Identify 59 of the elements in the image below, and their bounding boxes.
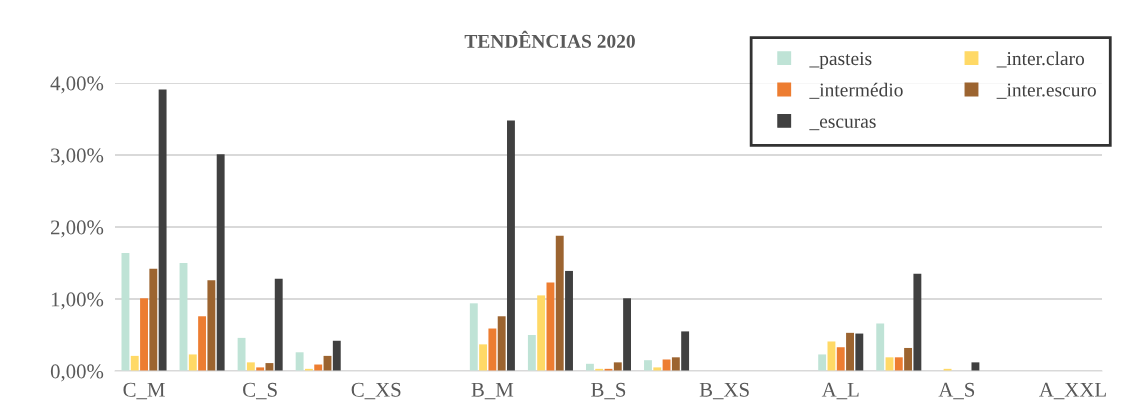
- x-tick-label: C_S: [243, 382, 277, 400]
- y-tick-label: 4,00%: [50, 76, 104, 94]
- bar: [237, 337, 246, 371]
- x-tick-label: A_S: [938, 382, 975, 400]
- y-tick-label: 1,00%: [51, 292, 104, 310]
- legend-label: _intermédio: [809, 82, 903, 99]
- x-tick-label: C_M: [123, 382, 165, 400]
- bar: [644, 360, 652, 371]
- legend-label: _pasteis: [809, 52, 872, 70]
- bar: [198, 316, 207, 371]
- bar: [836, 347, 845, 371]
- bar: [827, 341, 836, 371]
- x-tick-label: B_M: [471, 382, 514, 400]
- x-tick-label: C_XS: [351, 382, 401, 400]
- bar: [623, 298, 632, 371]
- bar: [158, 89, 167, 371]
- bar: [527, 335, 536, 371]
- bar: [216, 154, 225, 371]
- chart-title: TENDÊNCIAS 2020: [464, 30, 635, 48]
- bar: [546, 282, 555, 371]
- bar: [971, 362, 980, 371]
- bar: [681, 331, 690, 371]
- bar: [149, 268, 158, 371]
- legend-label: _escuras: [809, 118, 876, 131]
- bar: [295, 352, 304, 371]
- bar: [469, 303, 478, 371]
- bar: [488, 328, 497, 371]
- bar: [555, 235, 564, 371]
- bar: [855, 333, 864, 371]
- y-tick-label: 3,00%: [51, 148, 104, 166]
- bar: [507, 120, 515, 371]
- bar: [662, 359, 671, 371]
- x-tick-label: A_L: [821, 382, 859, 400]
- bar: [818, 354, 827, 371]
- y-tick-label: 2,00%: [50, 220, 104, 238]
- y-tick-label: 0,00%: [50, 364, 104, 382]
- bar: [188, 354, 197, 371]
- x-tick-label: A_XXL: [1039, 382, 1106, 400]
- bar: [497, 316, 506, 371]
- bar: [274, 278, 283, 371]
- bar: [671, 357, 680, 371]
- x-tick-label: B_S: [591, 382, 626, 400]
- bar: [332, 340, 341, 371]
- bar: [894, 357, 903, 371]
- bar: [876, 323, 885, 371]
- bar: [537, 295, 546, 371]
- bar: [904, 347, 913, 371]
- bar: [565, 270, 573, 371]
- legend-label: _inter.claro: [996, 51, 1085, 68]
- bar: [479, 344, 488, 371]
- bar: [913, 273, 922, 371]
- legend-label: _inter.escuro: [996, 83, 1096, 99]
- bar: [130, 355, 139, 371]
- x-tick-label: B_XS: [699, 382, 749, 400]
- bar: [846, 332, 854, 371]
- bar: [613, 362, 622, 371]
- bar: [207, 280, 216, 371]
- bar: [140, 298, 148, 371]
- bar: [246, 362, 255, 371]
